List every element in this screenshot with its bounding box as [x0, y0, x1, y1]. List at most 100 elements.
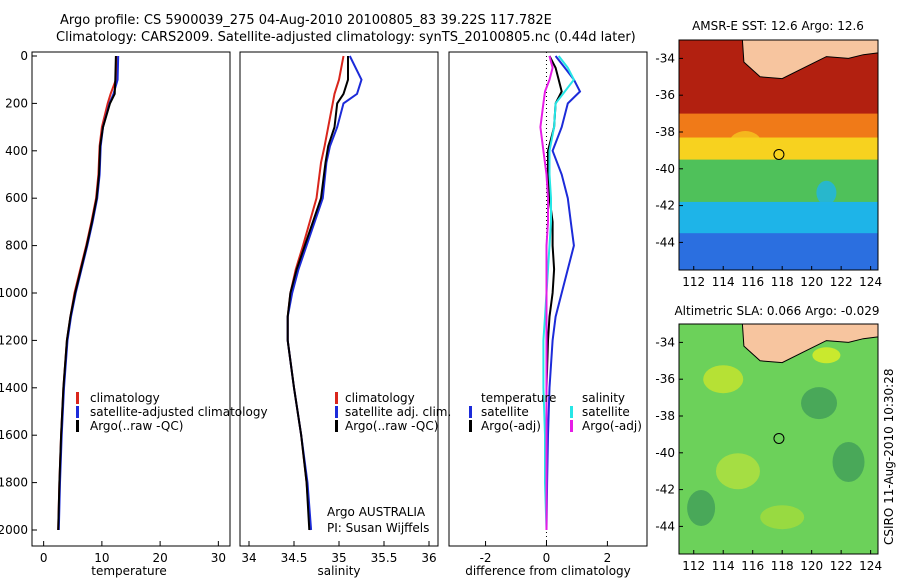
salinity-legend: climatology satellite adj. clim. Argo(..…	[335, 391, 451, 433]
sla-anomaly-blob	[760, 505, 805, 530]
x-tick-label: 20	[152, 551, 167, 565]
sla-anomaly-blob	[715, 453, 760, 490]
x-tick-label: 120	[800, 275, 823, 289]
y-tick-label: -40	[655, 446, 675, 460]
salinity-panel: 34 34.5 35 35.5 36 salinity climatology sate…	[239, 51, 451, 578]
legend-swatch-argo	[335, 420, 338, 432]
salinity-xlabel: salinity	[317, 564, 360, 578]
x-tick-label: 2	[604, 551, 612, 565]
legend-label-argo: Argo(..raw -QC)	[345, 419, 438, 433]
x-tick-label: 116	[741, 559, 764, 573]
y-tick-label: 1400	[0, 381, 28, 395]
argo-float-marker	[773, 148, 785, 160]
y-tick-label: 1800	[0, 476, 28, 490]
y-tick-label: 0	[20, 49, 28, 63]
sst-field	[679, 40, 878, 270]
legend-label-satellite: satellite-adjusted climatology	[90, 405, 268, 419]
difference-xlabel: difference from climatology	[465, 564, 631, 578]
sla-field	[679, 324, 878, 554]
sst-color-band	[679, 159, 878, 203]
figure-title-line1: Argo profile: CS 5900039_275 04-Aug-2010…	[60, 13, 552, 28]
y-tick-label: -36	[655, 372, 675, 386]
legend-swatch-satellite	[76, 406, 79, 418]
y-tick-label: 600	[5, 191, 28, 205]
difference-legend: temperature satellite Argo(-adj) salinit…	[469, 391, 642, 433]
sla-map-panel: Altimetric SLA: 0.066 Argo: -0.029 112 11…	[655, 304, 882, 573]
y-tick-label: -40	[655, 162, 675, 176]
y-tick-label: 400	[5, 144, 28, 158]
x-tick-label: 118	[771, 275, 794, 289]
y-tick-label: 800	[5, 239, 28, 253]
y-tick-label: 200	[5, 96, 28, 110]
difference-panel: -2 0 2 difference from climatology tempera…	[448, 51, 648, 578]
x-tick-label: 34.5	[281, 551, 308, 565]
argo-float-marker	[773, 432, 785, 444]
y-tick-label: -42	[655, 483, 675, 497]
legend-label-sal-argo: Argo(-adj)	[582, 419, 642, 433]
temperature-xlabel: temperature	[91, 564, 166, 578]
legend-swatch-sal-argo	[570, 420, 573, 432]
legend-label-climatology: climatology	[345, 391, 415, 405]
sst-map-panel: AMSR-E SST: 12.6 Argo: 12.6 112 114 116 118…	[655, 19, 882, 289]
y-tick-label: -34	[655, 51, 675, 65]
series-line-argo-raw-qc-	[57, 55, 117, 531]
legend-swatch-sal-satellite	[570, 406, 573, 418]
figure-title-line2: Climatology: CARS2009. Satellite-adjuste…	[56, 30, 636, 45]
y-tick-label: -38	[655, 125, 675, 139]
sla-anomaly-blob	[832, 442, 865, 482]
sla-anomaly-blob	[703, 365, 744, 394]
sst-color-band	[679, 233, 878, 270]
series-line-temperature-satellite	[545, 55, 582, 531]
salinity-axes-box	[239, 51, 439, 547]
legend-swatch-temp-argo	[469, 420, 472, 432]
y-tick-label: 1200	[0, 333, 28, 347]
sla-anomaly-blob	[812, 347, 841, 364]
australia-land	[741, 40, 878, 80]
x-tick-label: 114	[712, 559, 735, 573]
x-tick-label: 112	[682, 559, 705, 573]
temperature-panel: 0 200 400 600 800 1000 1200 1400 1600 1800 2000 0 1…	[0, 49, 268, 578]
y-tick-label: -42	[655, 199, 675, 213]
temperature-axes-box	[31, 51, 231, 547]
x-tick-label: 0	[543, 551, 551, 565]
sst-color-band	[679, 113, 878, 139]
sst-warm-eddy	[729, 131, 762, 156]
sst-cool-eddy	[816, 180, 837, 205]
x-tick-label: 124	[859, 559, 882, 573]
series-line-salinity-satellite	[542, 55, 576, 531]
x-tick-label: -2	[480, 551, 492, 565]
legend-label-climatology: climatology	[90, 391, 160, 405]
x-tick-label: 30	[211, 551, 226, 565]
series-line-climatology	[57, 55, 118, 531]
series-line-satellite-adjusted-climatology	[57, 55, 120, 531]
legend-heading-temperature: temperature	[481, 391, 556, 405]
y-tick-label: 2000	[0, 523, 28, 537]
x-tick-label: 112	[682, 275, 705, 289]
series-line-argo-raw-qc-	[286, 56, 349, 531]
sla-anomaly-blob	[801, 387, 838, 420]
y-tick-label: -44	[655, 519, 675, 533]
sla-map-title: Altimetric SLA: 0.066 Argo: -0.029	[674, 304, 879, 318]
sla-anomaly-blob	[687, 490, 716, 526]
x-tick-label: 124	[859, 275, 882, 289]
sst-map-frame	[678, 39, 879, 271]
legend-swatch-climatology	[76, 392, 79, 404]
x-tick-label: 120	[800, 559, 823, 573]
legend-swatch-temp-satellite	[469, 406, 472, 418]
argo-annotation: Argo AUSTRALIA	[327, 505, 426, 519]
x-tick-label: 34	[241, 551, 256, 565]
sla-map-frame	[678, 323, 879, 555]
x-tick-label: 114	[712, 275, 735, 289]
australia-land	[741, 324, 878, 364]
difference-axes-box	[448, 51, 648, 547]
x-tick-label: 116	[741, 275, 764, 289]
sst-color-band	[679, 201, 878, 235]
series-line-satellite-adj-clim-	[286, 55, 363, 531]
temperature-legend: climatology satellite-adjusted climatolo…	[76, 391, 268, 433]
series-line-salinity-argo-adj-	[539, 55, 554, 530]
y-tick-label: 1000	[0, 286, 28, 300]
legend-label-temp-argo: Argo(-adj)	[481, 419, 541, 433]
x-tick-label: 122	[830, 559, 853, 573]
side-timestamp-label: CSIRO 11-Aug-2010 10:30:28	[882, 369, 896, 545]
